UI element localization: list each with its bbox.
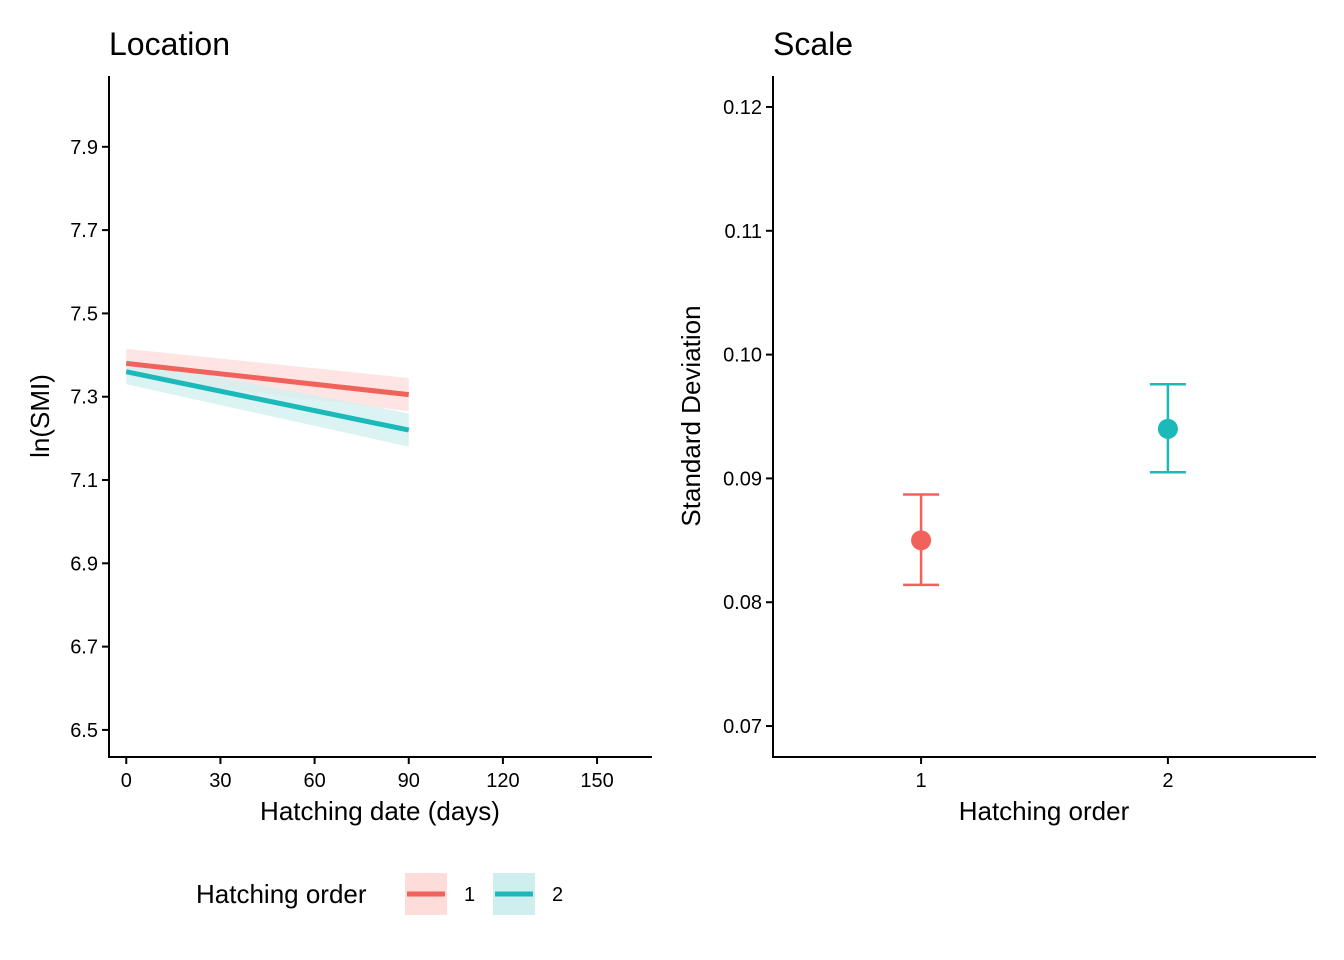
- scale-y-ticks: 0.07 0.08 0.09 0.10 0.11 0.12: [723, 97, 773, 738]
- location-x-tick-label: 30: [209, 770, 231, 792]
- estimate-point-1: [911, 530, 932, 551]
- location-x-ticks: 0 30 60 90 120 150: [121, 757, 614, 792]
- scale-y-tick-label: 0.09: [723, 468, 762, 490]
- errorbar-group-2: [1149, 383, 1186, 474]
- location-x-axis-title: Hatching date (days): [260, 796, 500, 826]
- location-x-tick-label: 90: [398, 770, 420, 792]
- location-y-tick-label: 6.9: [70, 553, 98, 575]
- trend-line-series-1: [125, 360, 410, 398]
- legend-item-label: 2: [552, 884, 563, 906]
- location-x-tick-label: 150: [580, 770, 613, 792]
- scale-y-tick-label: 0.12: [723, 97, 762, 119]
- legend-item-label: 1: [464, 884, 475, 906]
- location-lines: [125, 360, 410, 433]
- location-y-axis-title: ln(SMI): [25, 374, 55, 458]
- scale-y-axis-title: Standard Deviation: [676, 305, 706, 526]
- errorbar-group-1: [903, 493, 940, 587]
- location-y-tick-label: 7.7: [70, 220, 98, 242]
- location-panel: Location 6.5 6.7 6.9 7.1 7.3 7.5 7.7 7.9 0 30 60 9…: [25, 26, 652, 826]
- location-y-tick-label: 7.9: [70, 137, 98, 159]
- scale-marks: [903, 383, 1186, 587]
- location-y-ticks: 6.5 6.7 6.9 7.1 7.3 7.5 7.7 7.9: [70, 137, 109, 742]
- legend-item-2: 2: [493, 873, 563, 915]
- location-ribbons: [126, 348, 409, 447]
- scale-x-tick-label: 1: [916, 770, 927, 792]
- location-y-tick-label: 7.3: [70, 387, 98, 409]
- scale-y-tick-label: 0.08: [723, 592, 762, 614]
- scale-x-axis-title: Hatching order: [959, 796, 1130, 826]
- estimate-point-2: [1157, 418, 1178, 439]
- scale-x-tick-label: 2: [1162, 770, 1173, 792]
- location-y-tick-label: 6.7: [70, 637, 98, 659]
- trend-line-series-2: [125, 369, 410, 433]
- legend-title: Hatching order: [196, 879, 367, 909]
- location-x-tick-label: 60: [303, 770, 325, 792]
- location-y-tick-label: 7.1: [70, 470, 98, 492]
- scale-panel-title: Scale: [773, 26, 853, 62]
- location-y-tick-label: 7.5: [70, 303, 98, 325]
- location-x-tick-label: 0: [121, 770, 132, 792]
- location-x-tick-label: 120: [486, 770, 519, 792]
- scale-y-tick-label: 0.07: [723, 716, 762, 738]
- location-y-tick-label: 6.5: [70, 720, 98, 742]
- legend-item-1: 1: [405, 873, 475, 915]
- location-panel-title: Location: [109, 26, 230, 62]
- scale-y-tick-label: 0.10: [723, 345, 762, 367]
- scale-y-tick-label: 0.11: [725, 221, 762, 243]
